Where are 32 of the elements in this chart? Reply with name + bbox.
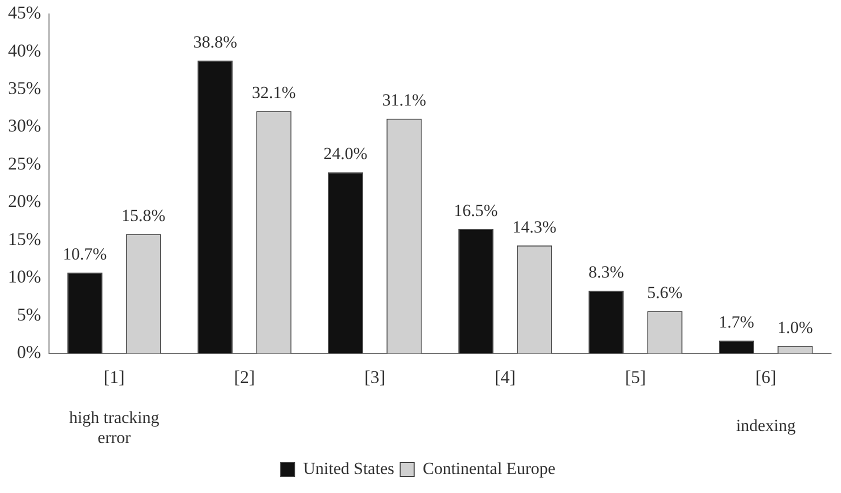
data-label: 10.7% [62,244,107,264]
legend-label: United States [303,458,394,478]
x-tick-label: [6] [755,366,776,387]
y-tick-label: 30% [8,116,41,136]
data-label: 14.3% [512,217,556,236]
data-label: 5.6% [647,283,683,302]
y-tick-label: 35% [8,78,41,98]
y-tick-label: 5% [16,304,41,324]
text: indexing [736,416,796,435]
y-tick-label: 10% [8,266,41,287]
data-label: 24.0% [324,144,368,164]
x-tick-label: [3] [364,366,386,387]
data-label: 15.8% [122,206,166,226]
y-tick-label: 40% [8,40,41,60]
x-tick-label: [1] [104,366,125,387]
data-label: 8.3% [588,262,624,282]
y-tick-label: 25% [8,153,41,174]
y-tick-label: 45% [8,2,41,23]
x-tick-label: [2] [234,366,255,387]
x-tick-label: [4] [494,366,516,387]
text: high tracking error [69,408,160,447]
y-tick-label: 0% [16,342,41,362]
data-label: 38.8% [193,32,238,52]
data-label: 16.5% [454,200,498,220]
data-label: 1.0% [777,318,813,337]
x-tick-label: [5] [625,366,646,387]
y-tick-label: 15% [8,228,41,249]
data-label: 31.1% [382,90,426,110]
legend-label: Continental Europe [422,458,556,478]
data-label: 32.1% [252,83,296,102]
data-label: 1.7% [718,312,754,332]
y-tick-label: 20% [8,191,41,212]
